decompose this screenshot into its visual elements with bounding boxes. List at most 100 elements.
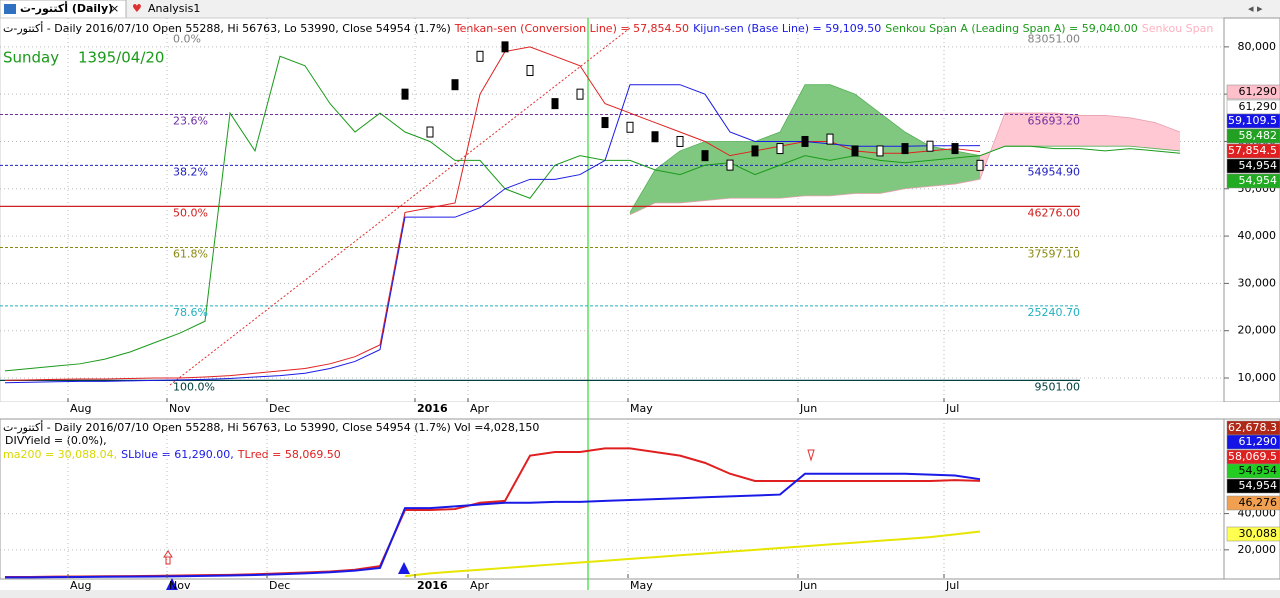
fib-percent: 23.6% <box>173 115 208 128</box>
price-label: 58,482 <box>1239 129 1278 142</box>
scroll-arrows[interactable]: ◂ ▸ <box>1248 2 1263 15</box>
price-label: 59,109.5 <box>1228 114 1277 127</box>
main-panel <box>0 17 1225 403</box>
close-marker <box>501 41 509 53</box>
signal-arrow <box>163 550 173 565</box>
price-label-box <box>1226 495 1280 511</box>
y-tick-label: 10,000 <box>1238 371 1277 384</box>
month-label: May <box>630 579 653 592</box>
trend-line <box>169 27 631 386</box>
cloud-fill <box>1130 117 1155 149</box>
month-label: Jun <box>799 402 817 415</box>
fib-value: 25240.70 <box>1028 306 1081 319</box>
month-label: Dec <box>269 579 290 592</box>
close-marker <box>726 159 734 171</box>
close-marker <box>626 121 634 133</box>
day: Sunday <box>3 49 59 67</box>
close-marker <box>701 150 709 162</box>
price-label: 54,954 <box>1239 159 1278 172</box>
close-marker <box>751 145 759 157</box>
header-text: أکتتور-ت - Daily 2016/07/10 Open 55288, … <box>3 21 1239 35</box>
tab-label[interactable]: Analysis1 <box>148 2 200 15</box>
close-marker <box>901 143 909 155</box>
close-marker <box>676 135 684 147</box>
month-label: May <box>630 402 653 415</box>
close-marker <box>826 133 834 145</box>
legend-entry: Senkou Span B (L <box>1142 22 1239 35</box>
fib-value: 46276.00 <box>1028 206 1081 219</box>
month-label: Dec <box>269 402 290 415</box>
y-tick-label: 20,000 <box>1238 543 1277 556</box>
close-marker <box>476 50 484 62</box>
month-label: Aug <box>70 402 91 415</box>
month-label: Jul <box>945 402 959 415</box>
tab-bar <box>0 0 1280 18</box>
month-label: Jun <box>799 579 817 592</box>
date: 1395/04/20 <box>78 49 164 67</box>
close-marker <box>776 143 784 155</box>
price-label: 61,290 <box>1239 100 1278 113</box>
cloud-fill <box>955 150 980 185</box>
price-label: 58,069.5 <box>1228 450 1277 463</box>
price-label: 57,854.5 <box>1228 144 1277 157</box>
fib-value: 9501.00 <box>1035 380 1081 393</box>
cloud-fill <box>730 141 755 199</box>
signal-triangle <box>398 562 410 574</box>
cloud-fill <box>1005 113 1030 147</box>
series-line <box>4 55 1181 372</box>
fib-value: 37597.10 <box>1028 247 1081 260</box>
y-tick-label: 20,000 <box>1238 324 1277 337</box>
fib-percent: 61.8% <box>173 247 208 260</box>
fib-percent: 0.0% <box>173 32 201 45</box>
cloud-fill <box>1055 113 1080 147</box>
price-label-box <box>1226 143 1280 159</box>
close-marker <box>851 145 859 157</box>
y-tick-label: 80,000 <box>1238 40 1277 53</box>
lower-panel <box>0 418 1225 580</box>
close-marker <box>576 88 584 100</box>
signal-triangle <box>166 578 178 590</box>
legend-entry: ma200 = 30,088.04, <box>3 448 117 461</box>
cloud-fill <box>855 94 880 194</box>
cloud-fill <box>1080 115 1105 147</box>
header-info: أکتتور-ت - Daily 2016/07/10 Open 55288, … <box>3 21 451 35</box>
price-label-box <box>1226 128 1280 144</box>
price-label: 54,954 <box>1239 479 1278 492</box>
cloud-fill <box>1155 122 1180 151</box>
close-marker <box>926 140 934 152</box>
cloud-fill <box>680 141 705 203</box>
lower-legend: ma200 = 30,088.04, SLblue = 61,290.00, TLr… <box>3 448 341 461</box>
tab-label[interactable]: أکتتور-ت (Daily) <box>20 1 113 15</box>
header-info: أکتتور-ت - Daily 2016/07/10 Open 55288, … <box>3 420 539 434</box>
tab-close[interactable]: × <box>110 2 119 15</box>
tab-icon: ♥ <box>132 2 142 15</box>
close-marker <box>551 98 559 110</box>
price-label-box <box>1226 84 1280 100</box>
month-label: Nov <box>169 579 191 592</box>
cloud-fill <box>1105 115 1130 147</box>
y-tick-label: 40,000 <box>1238 229 1277 242</box>
close-marker <box>801 135 809 147</box>
main-axis <box>1223 17 1280 403</box>
month-label: Apr <box>470 402 490 415</box>
cloud-fill <box>805 84 830 196</box>
price-label: 61,290 <box>1239 85 1278 98</box>
price-label-box <box>1226 463 1280 479</box>
series-line <box>629 112 1181 216</box>
month-label: 2016 <box>417 402 448 415</box>
close-marker <box>401 88 409 100</box>
close-marker <box>651 131 659 143</box>
div-yield: DIVYield = (0.0%), <box>5 434 107 447</box>
signal-arrow <box>807 449 815 462</box>
price-label: 30,088 <box>1239 527 1278 540</box>
lower-plot <box>0 419 1224 579</box>
cloud-fill <box>705 141 730 201</box>
month-label: Apr <box>470 579 490 592</box>
price-label-box <box>1226 526 1280 542</box>
month-label: Jul <box>945 579 959 592</box>
month-row <box>0 402 1280 418</box>
cloud-fill <box>1030 113 1055 147</box>
price-label-box <box>1226 113 1280 129</box>
series-line <box>404 530 981 578</box>
